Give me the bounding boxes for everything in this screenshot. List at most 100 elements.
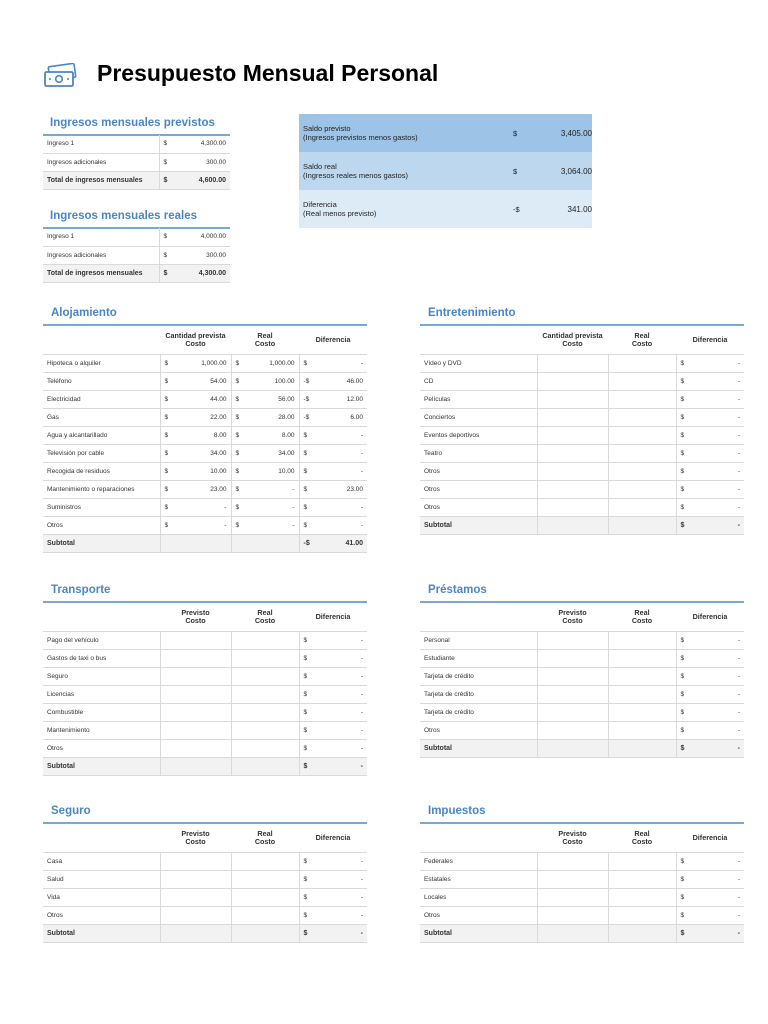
amount-cell: $ - bbox=[676, 426, 744, 445]
empty-cell bbox=[160, 852, 232, 871]
summary-row: Diferencia (Real menos previsto) -$ 341.00 bbox=[299, 190, 592, 228]
amount-cell: $4,600.00 bbox=[159, 171, 230, 190]
currency-symbol: $ bbox=[235, 431, 240, 439]
amount-cell: $ - bbox=[299, 721, 367, 740]
currency-symbol: $ bbox=[680, 431, 685, 439]
amount-value: - bbox=[737, 893, 740, 901]
empty-cell bbox=[537, 426, 609, 445]
row-label: Ingreso 1 bbox=[43, 135, 160, 154]
header-empty bbox=[420, 603, 537, 632]
amount-cell: $ - bbox=[299, 852, 367, 871]
empty-cell bbox=[160, 757, 232, 776]
amount-cell: $ - bbox=[160, 516, 232, 535]
currency-symbol: $ bbox=[680, 708, 685, 716]
row-label: Otros bbox=[43, 906, 161, 925]
currency-symbol: -$ bbox=[303, 395, 310, 403]
amount-cell: $ - bbox=[676, 721, 744, 740]
amount-cell: $ - bbox=[299, 739, 367, 758]
prestamos-table: Previsto Costo Real Costo Diferencia Personal… bbox=[420, 603, 744, 758]
amount-cell: $ - bbox=[676, 631, 744, 650]
amount-value: 8.00 bbox=[281, 431, 295, 439]
empty-cell bbox=[608, 390, 677, 409]
amount-value: - bbox=[737, 359, 740, 367]
amount-cell: $ - bbox=[676, 852, 744, 871]
amount-value: 4,600.00 bbox=[198, 176, 226, 184]
amount-value: - bbox=[737, 485, 740, 493]
amount-value: 300.00 bbox=[206, 158, 226, 166]
summary-label: Saldo previsto (Ingresos previstos menos … bbox=[299, 124, 513, 142]
amount-cell: $ - bbox=[299, 703, 367, 722]
transporte-title: Transporte bbox=[51, 584, 111, 596]
empty-cell bbox=[537, 685, 609, 704]
amount-cell: $ - bbox=[299, 649, 367, 668]
empty-cell bbox=[231, 703, 300, 722]
table-row: Tarjeta de crédito $ - bbox=[420, 685, 744, 704]
empty-cell bbox=[231, 888, 300, 907]
amount-cell: $ - bbox=[676, 888, 744, 907]
amount-value: 23.00 bbox=[210, 485, 227, 493]
column-header: Previsto Costo bbox=[537, 603, 608, 632]
prestamos-title: Préstamos bbox=[428, 584, 487, 596]
column-header: Real Costo bbox=[231, 326, 299, 355]
currency-symbol: $ bbox=[163, 176, 168, 184]
amount-cell: -$ 46.00 bbox=[299, 372, 367, 391]
empty-cell bbox=[160, 649, 232, 668]
row-label: Conciertos bbox=[420, 408, 538, 427]
currency-symbol: $ bbox=[164, 485, 169, 493]
divider bbox=[43, 822, 367, 824]
currency-symbol: $ bbox=[303, 485, 308, 493]
column-header: Previsto Costo bbox=[160, 824, 231, 853]
row-label: Películas bbox=[420, 390, 538, 409]
empty-cell bbox=[160, 870, 232, 889]
table-row: Gastos de taxi o bus $ - bbox=[43, 649, 367, 668]
currency-symbol: $ bbox=[235, 359, 240, 367]
divider bbox=[420, 822, 744, 824]
header-row: Cantidad prevista Costo Real Costo Diferenci… bbox=[43, 326, 367, 355]
table-row: Locales $ - bbox=[420, 888, 744, 907]
currency-symbol: $ bbox=[680, 654, 685, 662]
currency-symbol: $ bbox=[303, 893, 308, 901]
table-row: Tarjeta de crédito $ - bbox=[420, 667, 744, 686]
currency-symbol: $ bbox=[680, 521, 685, 529]
amount-cell: $ - bbox=[299, 426, 367, 445]
currency-symbol: $ bbox=[303, 911, 308, 919]
subtotal-row: Subtotal -$ 41.00 bbox=[43, 534, 367, 553]
currency-symbol: $ bbox=[680, 467, 685, 475]
column-header: Diferencia bbox=[299, 603, 367, 632]
currency-symbol: $ bbox=[303, 744, 308, 752]
amount-value: - bbox=[737, 467, 740, 475]
currency-symbol: $ bbox=[235, 467, 240, 475]
amount-value: - bbox=[224, 521, 227, 529]
amount-cell: -$ 12.00 bbox=[299, 390, 367, 409]
alojamiento-table: Cantidad prevista Costo Real Costo Diferenci… bbox=[43, 326, 367, 553]
amount-cell: $ - bbox=[299, 462, 367, 481]
table-row: Ingreso 1 $4,000.00 bbox=[43, 228, 230, 247]
empty-cell bbox=[231, 852, 300, 871]
row-label: Agua y alcantarillado bbox=[43, 426, 161, 445]
empty-cell bbox=[160, 888, 232, 907]
amount-cell: $10.00 bbox=[231, 462, 300, 481]
empty-cell bbox=[537, 390, 609, 409]
column-header: Cantidad prevista Costo bbox=[160, 326, 231, 355]
table-row: Pago del vehículo $ - bbox=[43, 631, 367, 650]
column-header: Previsto Costo bbox=[537, 824, 608, 853]
row-label: Recogida de residuos bbox=[43, 462, 161, 481]
currency-symbol: $ bbox=[680, 503, 685, 511]
row-label: Mantenimiento bbox=[43, 721, 161, 740]
empty-cell bbox=[160, 739, 232, 758]
income-actual-table: Ingreso 1 $4,000.00 Ingresos adicionales $3… bbox=[43, 228, 230, 283]
currency-symbol: $ bbox=[163, 158, 168, 166]
amount-cell: $54.00 bbox=[160, 372, 232, 391]
amount-value: 6.00 bbox=[350, 413, 363, 421]
row-label: Otros bbox=[420, 462, 538, 481]
table-row: Conciertos $ - bbox=[420, 408, 744, 427]
currency-symbol: $ bbox=[303, 359, 308, 367]
amount-cell: $ - bbox=[299, 685, 367, 704]
amount-value: - bbox=[737, 413, 740, 421]
empty-cell bbox=[537, 667, 609, 686]
amount-value: - bbox=[360, 636, 363, 644]
subtotal-label: Subtotal bbox=[43, 534, 161, 553]
currency-symbol: $ bbox=[680, 413, 685, 421]
amount-value: - bbox=[360, 449, 363, 457]
amount-value: - bbox=[360, 690, 363, 698]
